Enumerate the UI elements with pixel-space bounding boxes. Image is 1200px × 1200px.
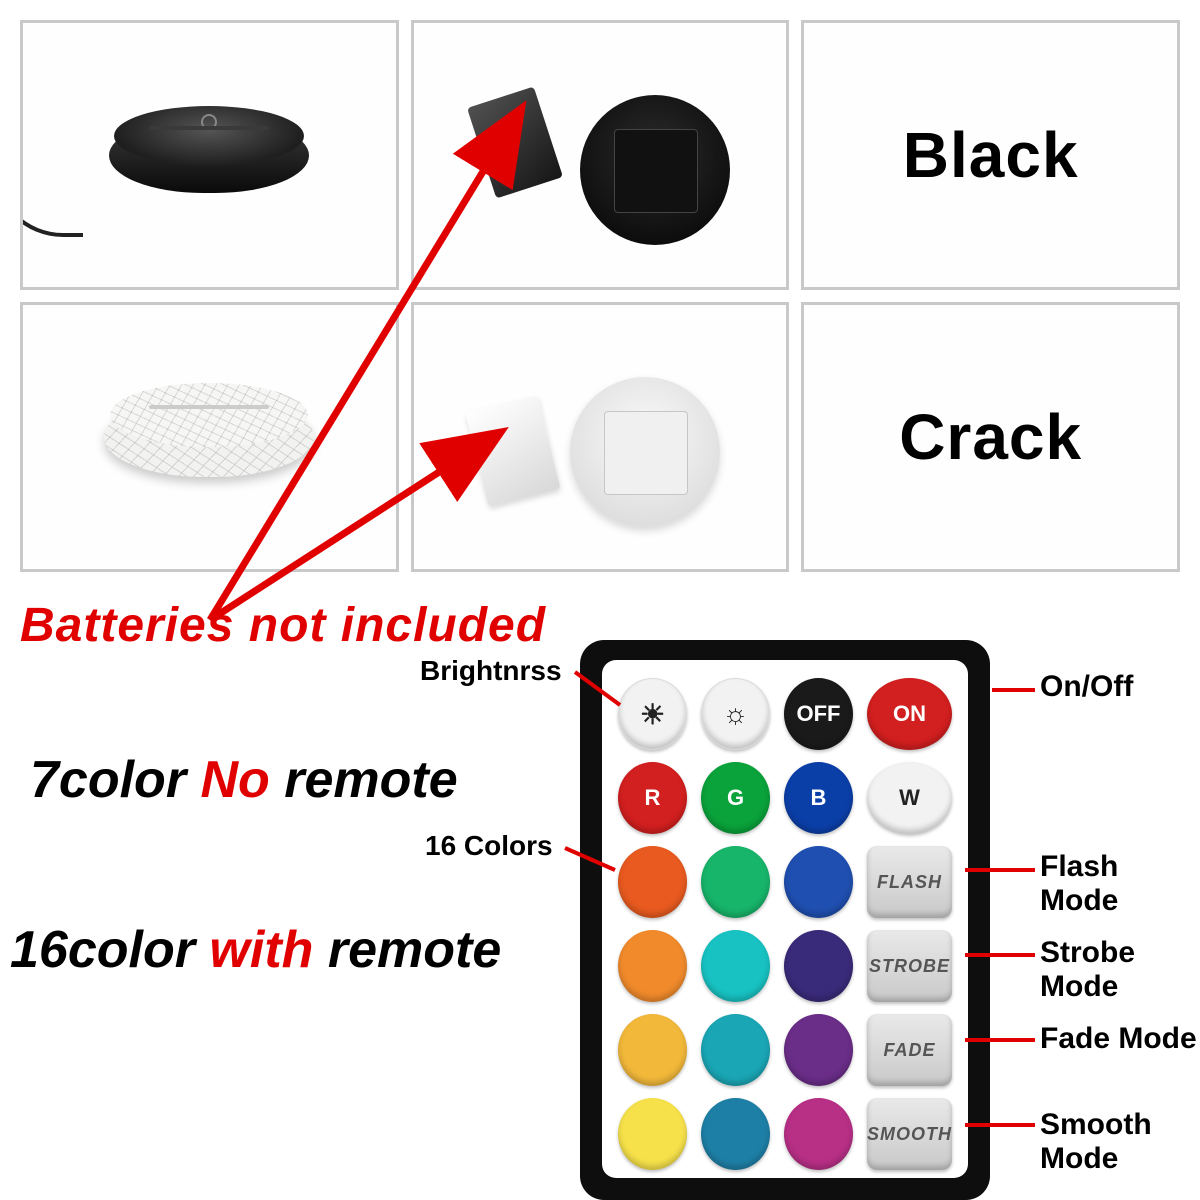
callout-smooth: Smooth Mode bbox=[1040, 1108, 1200, 1176]
opt7-pre: 7color bbox=[30, 751, 201, 809]
callout-flash: Flash Mode bbox=[1040, 850, 1200, 918]
remote-button[interactable]: G bbox=[701, 762, 770, 834]
remote-button[interactable] bbox=[618, 1098, 687, 1170]
remote-button[interactable] bbox=[784, 1098, 853, 1170]
remote-button[interactable] bbox=[618, 1014, 687, 1086]
remote-button[interactable]: ☀ bbox=[618, 678, 687, 750]
callout-brightness: Brightnrss bbox=[420, 655, 562, 687]
remote-button[interactable]: B bbox=[784, 762, 853, 834]
option-16color: 16color with remote bbox=[10, 920, 501, 980]
label-black: Black bbox=[801, 20, 1180, 290]
batteries-warning: Batteries not included bbox=[20, 598, 546, 653]
battery-cover-black-icon bbox=[467, 87, 563, 199]
remote-button[interactable]: ON bbox=[867, 678, 952, 750]
remote-button[interactable]: OFF bbox=[784, 678, 853, 750]
crack-base-icon bbox=[104, 397, 314, 477]
opt7-post: remote bbox=[270, 751, 458, 809]
remote-button[interactable]: FADE bbox=[867, 1014, 952, 1086]
cell-black-base bbox=[20, 20, 399, 290]
battery-compartment-white-icon bbox=[570, 377, 720, 527]
remote-button[interactable]: SMOOTH bbox=[867, 1098, 952, 1170]
callout-onoff: On/Off bbox=[1040, 670, 1133, 704]
usb-cable-icon bbox=[20, 137, 83, 237]
remote-button[interactable] bbox=[701, 1098, 770, 1170]
callout-16colors: 16 Colors bbox=[425, 830, 553, 862]
remote-button-grid: ☀☼OFFON RGBW FLASH STROBE FADE SMOOTH bbox=[602, 660, 968, 1178]
remote-button[interactable]: W bbox=[867, 762, 952, 834]
product-grid: Black Crack bbox=[20, 20, 1180, 572]
opt7-no: No bbox=[201, 751, 270, 809]
remote-button[interactable] bbox=[618, 930, 687, 1002]
remote-button[interactable] bbox=[701, 930, 770, 1002]
option-7color: 7color No remote bbox=[30, 750, 458, 810]
battery-compartment-black-icon bbox=[580, 95, 730, 245]
remote-button[interactable] bbox=[618, 846, 687, 918]
opt16-post: remote bbox=[313, 921, 501, 979]
opt16-pre: 16color bbox=[10, 921, 209, 979]
remote-button[interactable] bbox=[784, 1014, 853, 1086]
black-base-icon bbox=[109, 118, 309, 193]
remote-button[interactable]: STROBE bbox=[867, 930, 952, 1002]
cell-black-battery bbox=[411, 20, 790, 290]
cell-crack-base bbox=[20, 302, 399, 572]
touch-indicator-icon bbox=[201, 114, 217, 130]
remote-control: ☀☼OFFON RGBW FLASH STROBE FADE SMOOTH bbox=[580, 640, 990, 1200]
callout-strobe: Strobe Mode bbox=[1040, 936, 1200, 1004]
remote-button[interactable] bbox=[701, 1014, 770, 1086]
opt16-with: with bbox=[209, 921, 313, 979]
label-crack: Crack bbox=[801, 302, 1180, 572]
callout-fade: Fade Mode bbox=[1040, 1022, 1197, 1056]
battery-cover-white-icon bbox=[465, 395, 560, 506]
remote-button[interactable] bbox=[701, 846, 770, 918]
remote-button[interactable] bbox=[784, 846, 853, 918]
remote-button[interactable] bbox=[784, 930, 853, 1002]
remote-button[interactable]: ☼ bbox=[701, 678, 770, 750]
cell-crack-battery bbox=[411, 302, 790, 572]
remote-button[interactable]: FLASH bbox=[867, 846, 952, 918]
remote-button[interactable]: R bbox=[618, 762, 687, 834]
